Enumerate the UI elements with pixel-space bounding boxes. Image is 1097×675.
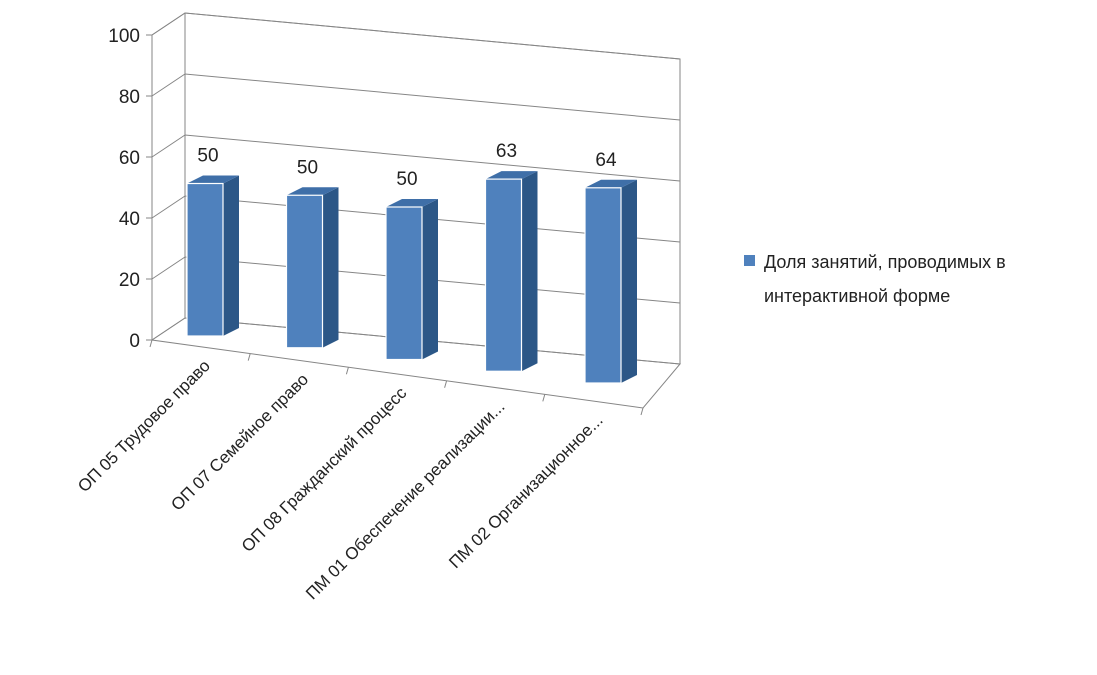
grid-line [151, 73, 681, 121]
x-tick-mark [345, 367, 349, 375]
x-tick-mark [542, 394, 546, 402]
bar-side-face [621, 179, 637, 383]
bar [584, 179, 637, 384]
grid-line [151, 134, 681, 182]
x-tick-mark [444, 380, 448, 388]
y-tick-label: 100 [108, 26, 140, 47]
data-label: 50 [197, 146, 218, 167]
data-label: 63 [496, 141, 517, 162]
bar-top-face [585, 179, 637, 188]
data-label: 50 [297, 157, 318, 178]
y-tick-label: 40 [119, 209, 140, 230]
bar-top-face [485, 171, 538, 180]
category-label: ПМ 01 Обеспечение реализации... [302, 397, 508, 603]
bar [186, 175, 239, 337]
y-tick-label: 80 [119, 87, 140, 108]
grid-lines [151, 12, 681, 365]
bar-front-face [385, 206, 423, 361]
x-tick-mark [640, 407, 644, 416]
bar-top-face [187, 175, 239, 184]
bar [385, 199, 438, 361]
legend-swatch [744, 255, 755, 266]
bar-front-face [285, 194, 324, 349]
legend: Доля занятий, проводимых в интерактивной… [744, 252, 1006, 306]
bar-side-face [223, 175, 239, 336]
y-tick-label: 20 [119, 270, 140, 291]
grid-line [151, 12, 681, 60]
bar-side-face [322, 187, 339, 348]
bar-side-face [521, 171, 538, 372]
data-label: 50 [396, 169, 417, 190]
x-tick-mark [149, 339, 153, 348]
bar-top-face [386, 199, 438, 207]
data-labels: 50 50 50 63 64 [197, 141, 617, 190]
y-axis-ticks: 0 20 40 60 80 100 [108, 26, 644, 416]
y-tick-label: 60 [119, 148, 140, 169]
bars [186, 171, 637, 384]
side-wall [151, 12, 186, 340]
bar-front-face [186, 182, 224, 337]
bar-front-face [584, 187, 622, 384]
bar [484, 171, 538, 372]
legend-line-1: Доля занятий, проводимых в [764, 252, 1006, 272]
bar [285, 187, 339, 349]
y-tick-label: 0 [129, 331, 140, 352]
x-tick-mark [247, 353, 251, 361]
bar-side-face [422, 199, 438, 360]
data-label: 64 [595, 150, 617, 171]
legend-line-2: интерактивной форме [764, 286, 950, 306]
bar-top-face [286, 187, 339, 196]
bar-front-face [484, 178, 523, 372]
